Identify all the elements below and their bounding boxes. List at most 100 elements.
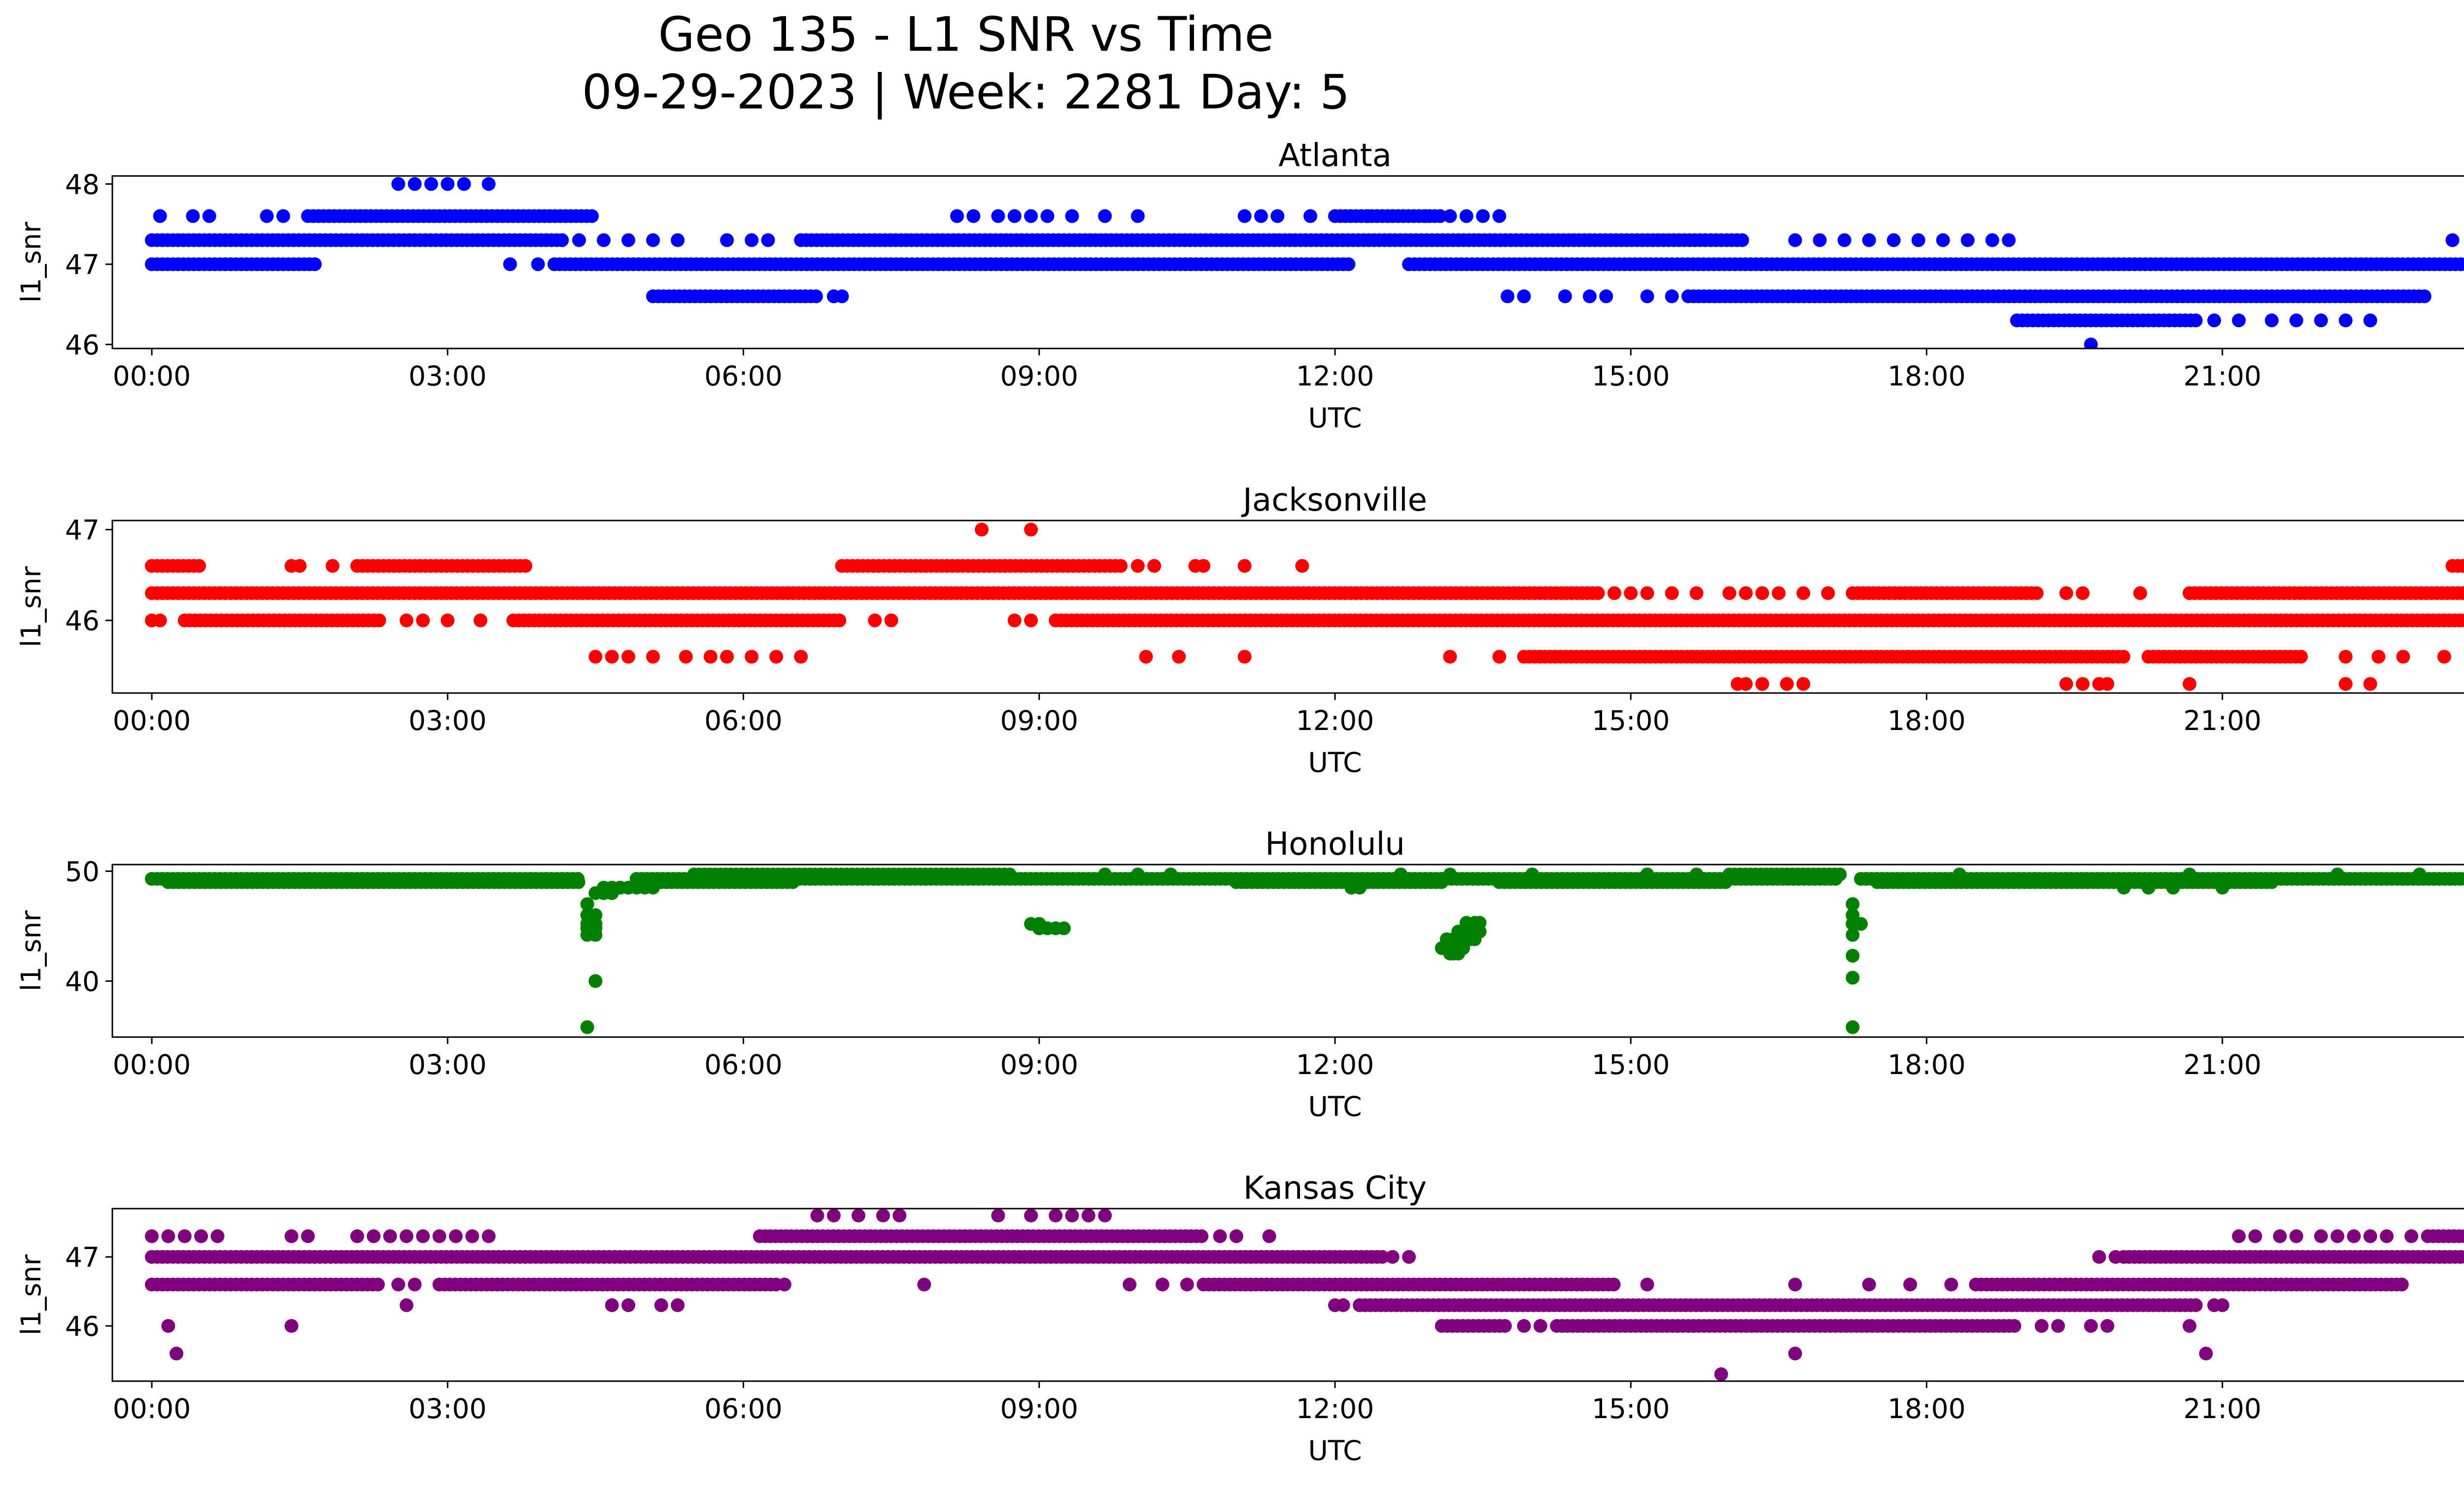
data-point	[1689, 868, 1704, 882]
data-point	[1665, 586, 1679, 600]
data-point	[1833, 868, 1847, 882]
y-tick-label: 46	[65, 605, 100, 637]
data-point	[1846, 897, 1860, 911]
scatter-points	[145, 1209, 2464, 1381]
x-tick-label: 09:00	[1000, 1393, 1079, 1425]
data-point	[448, 1229, 463, 1243]
data-point	[1130, 209, 1145, 223]
data-point	[2076, 677, 2090, 691]
data-point	[2363, 313, 2377, 328]
data-point	[588, 974, 603, 988]
data-point	[2141, 880, 2156, 895]
data-point	[2117, 880, 2131, 895]
data-point	[950, 209, 964, 223]
data-point	[2084, 1319, 2098, 1333]
panel-title: Atlanta	[1278, 138, 1392, 174]
x-tick-label: 03:00	[409, 1393, 487, 1425]
data-point	[2232, 313, 2246, 328]
data-point	[2459, 257, 2464, 271]
data-point	[917, 1278, 931, 1291]
data-point	[720, 650, 734, 664]
data-point	[761, 233, 775, 247]
figure-title-line2: 09-29-2023 | Week: 2281 Day: 5	[582, 65, 1350, 120]
data-point	[391, 1278, 406, 1291]
panel-atlanta: Atlanta 00:00 03:00 06:00 09:00 12:00 15:00 18:…	[15, 138, 2464, 434]
x-tick-label: 09:00	[1000, 705, 1079, 736]
data-point	[2456, 586, 2464, 600]
data-point	[671, 1298, 685, 1312]
data-point	[597, 233, 611, 247]
data-point	[1024, 1209, 1038, 1222]
data-point	[2248, 1229, 2262, 1243]
data-point	[1624, 586, 1638, 600]
panel-title: Honolulu	[1265, 826, 1405, 863]
y-tick-label: 46	[65, 1311, 100, 1342]
data-point	[1270, 209, 1285, 223]
data-point	[646, 650, 660, 664]
data-point	[2445, 233, 2460, 247]
data-point	[416, 613, 430, 627]
data-point	[1402, 1250, 1416, 1264]
y-tick-label: 46	[65, 329, 100, 361]
y-tick-label: 47	[65, 249, 100, 280]
data-point	[1040, 209, 1055, 223]
data-point	[2289, 313, 2303, 328]
data-point	[2264, 313, 2279, 328]
data-point	[1443, 650, 1457, 664]
data-point	[293, 559, 307, 573]
data-point	[2371, 650, 2386, 664]
data-point	[966, 209, 981, 223]
data-point	[2133, 586, 2147, 600]
data-point	[572, 233, 586, 247]
data-point	[1123, 1278, 1137, 1291]
data-point	[2051, 1319, 2065, 1333]
y-tick-label: 47	[65, 1242, 100, 1273]
data-point	[868, 613, 882, 627]
panel-title: Kansas City	[1243, 1170, 1427, 1207]
data-point	[1846, 971, 1860, 985]
data-point	[399, 613, 413, 627]
data-point	[1492, 650, 1506, 664]
data-point	[1739, 677, 1753, 691]
data-point	[2059, 586, 2073, 600]
data-point	[2338, 650, 2353, 664]
x-tick-label: 12:00	[1296, 705, 1374, 736]
data-point	[1796, 586, 1811, 600]
x-tick-label: 03:00	[409, 360, 487, 392]
data-point	[1755, 677, 1770, 691]
x-tick-label: 00:00	[113, 1393, 191, 1425]
x-tick-label: 18:00	[1887, 705, 1966, 736]
data-point	[372, 613, 386, 627]
data-point	[1492, 209, 1506, 223]
data-point	[1517, 1319, 1531, 1333]
data-point	[2380, 1229, 2394, 1243]
data-point	[2363, 1229, 2377, 1243]
data-point	[1098, 868, 1112, 882]
data-point	[1886, 233, 1901, 247]
data-point	[1065, 1209, 1079, 1222]
data-point	[2314, 313, 2328, 328]
data-point	[2273, 1229, 2287, 1243]
data-point	[2395, 1278, 2409, 1291]
x-tick-label: 18:00	[1887, 360, 1966, 392]
data-point	[1024, 613, 1038, 627]
data-point	[2059, 677, 2073, 691]
data-point	[1002, 868, 1017, 882]
data-point	[2294, 650, 2308, 664]
data-point	[192, 559, 206, 573]
data-point	[371, 1278, 385, 1291]
data-point	[646, 880, 660, 895]
scatter-points	[145, 868, 2464, 1034]
data-point	[1525, 868, 1540, 882]
data-point	[1147, 559, 1162, 573]
x-tick-label: 06:00	[704, 1049, 783, 1080]
x-tick-label: 00:00	[113, 1049, 191, 1080]
data-point	[1361, 209, 1375, 223]
data-point	[2338, 313, 2353, 328]
data-point	[1024, 209, 1038, 223]
data-point	[1394, 868, 1408, 882]
x-axis-label: UTC	[1308, 747, 1362, 778]
data-point	[1640, 1278, 1654, 1291]
data-point	[2456, 559, 2464, 573]
